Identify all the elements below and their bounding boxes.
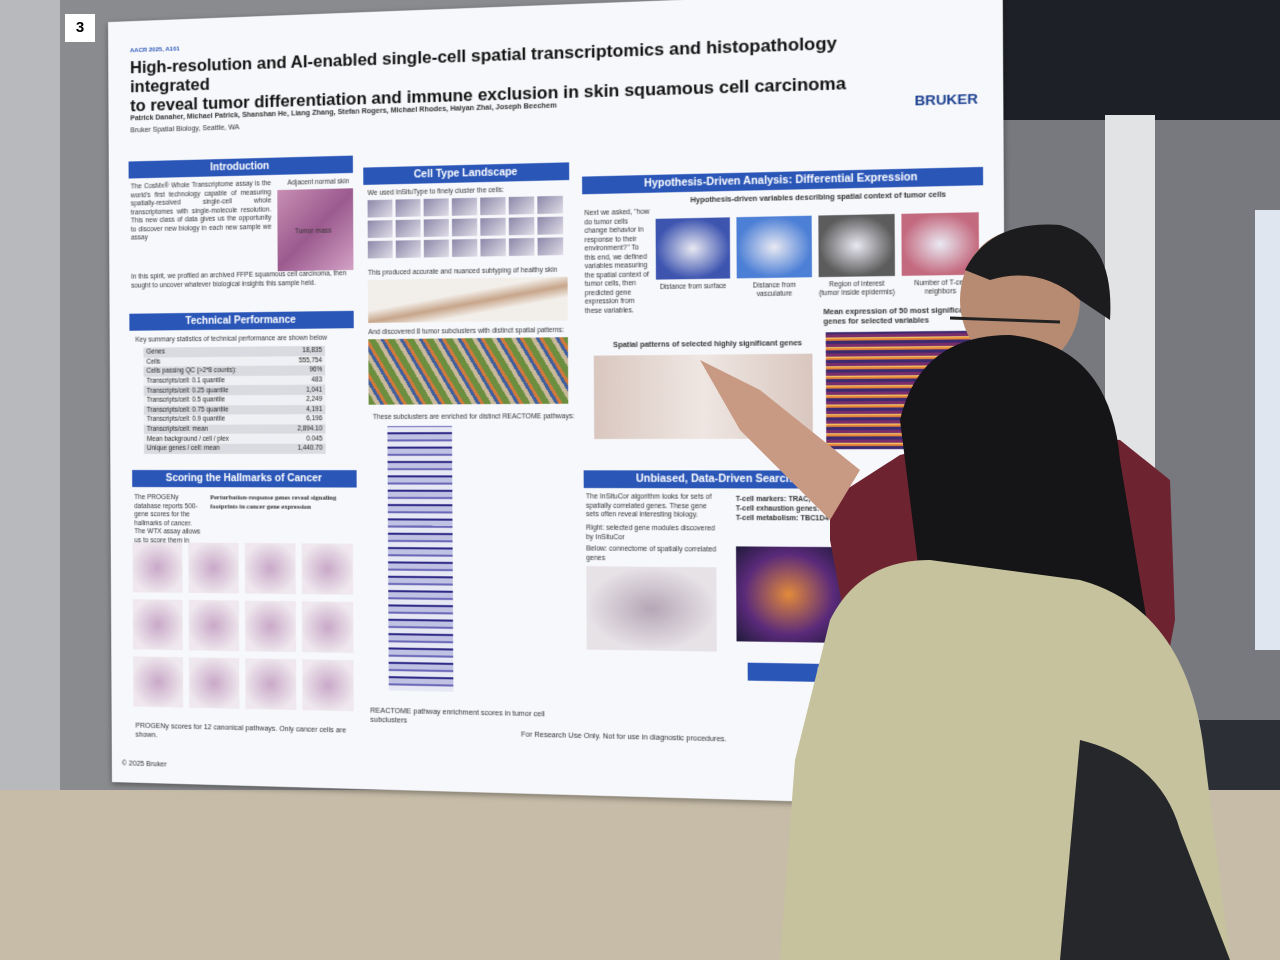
backpack bbox=[1060, 740, 1230, 960]
man-arm bbox=[700, 360, 860, 520]
board-number: 3 bbox=[65, 14, 95, 42]
glasses bbox=[949, 316, 1061, 324]
man-hair bbox=[965, 224, 1111, 320]
next-poster bbox=[1255, 210, 1280, 650]
